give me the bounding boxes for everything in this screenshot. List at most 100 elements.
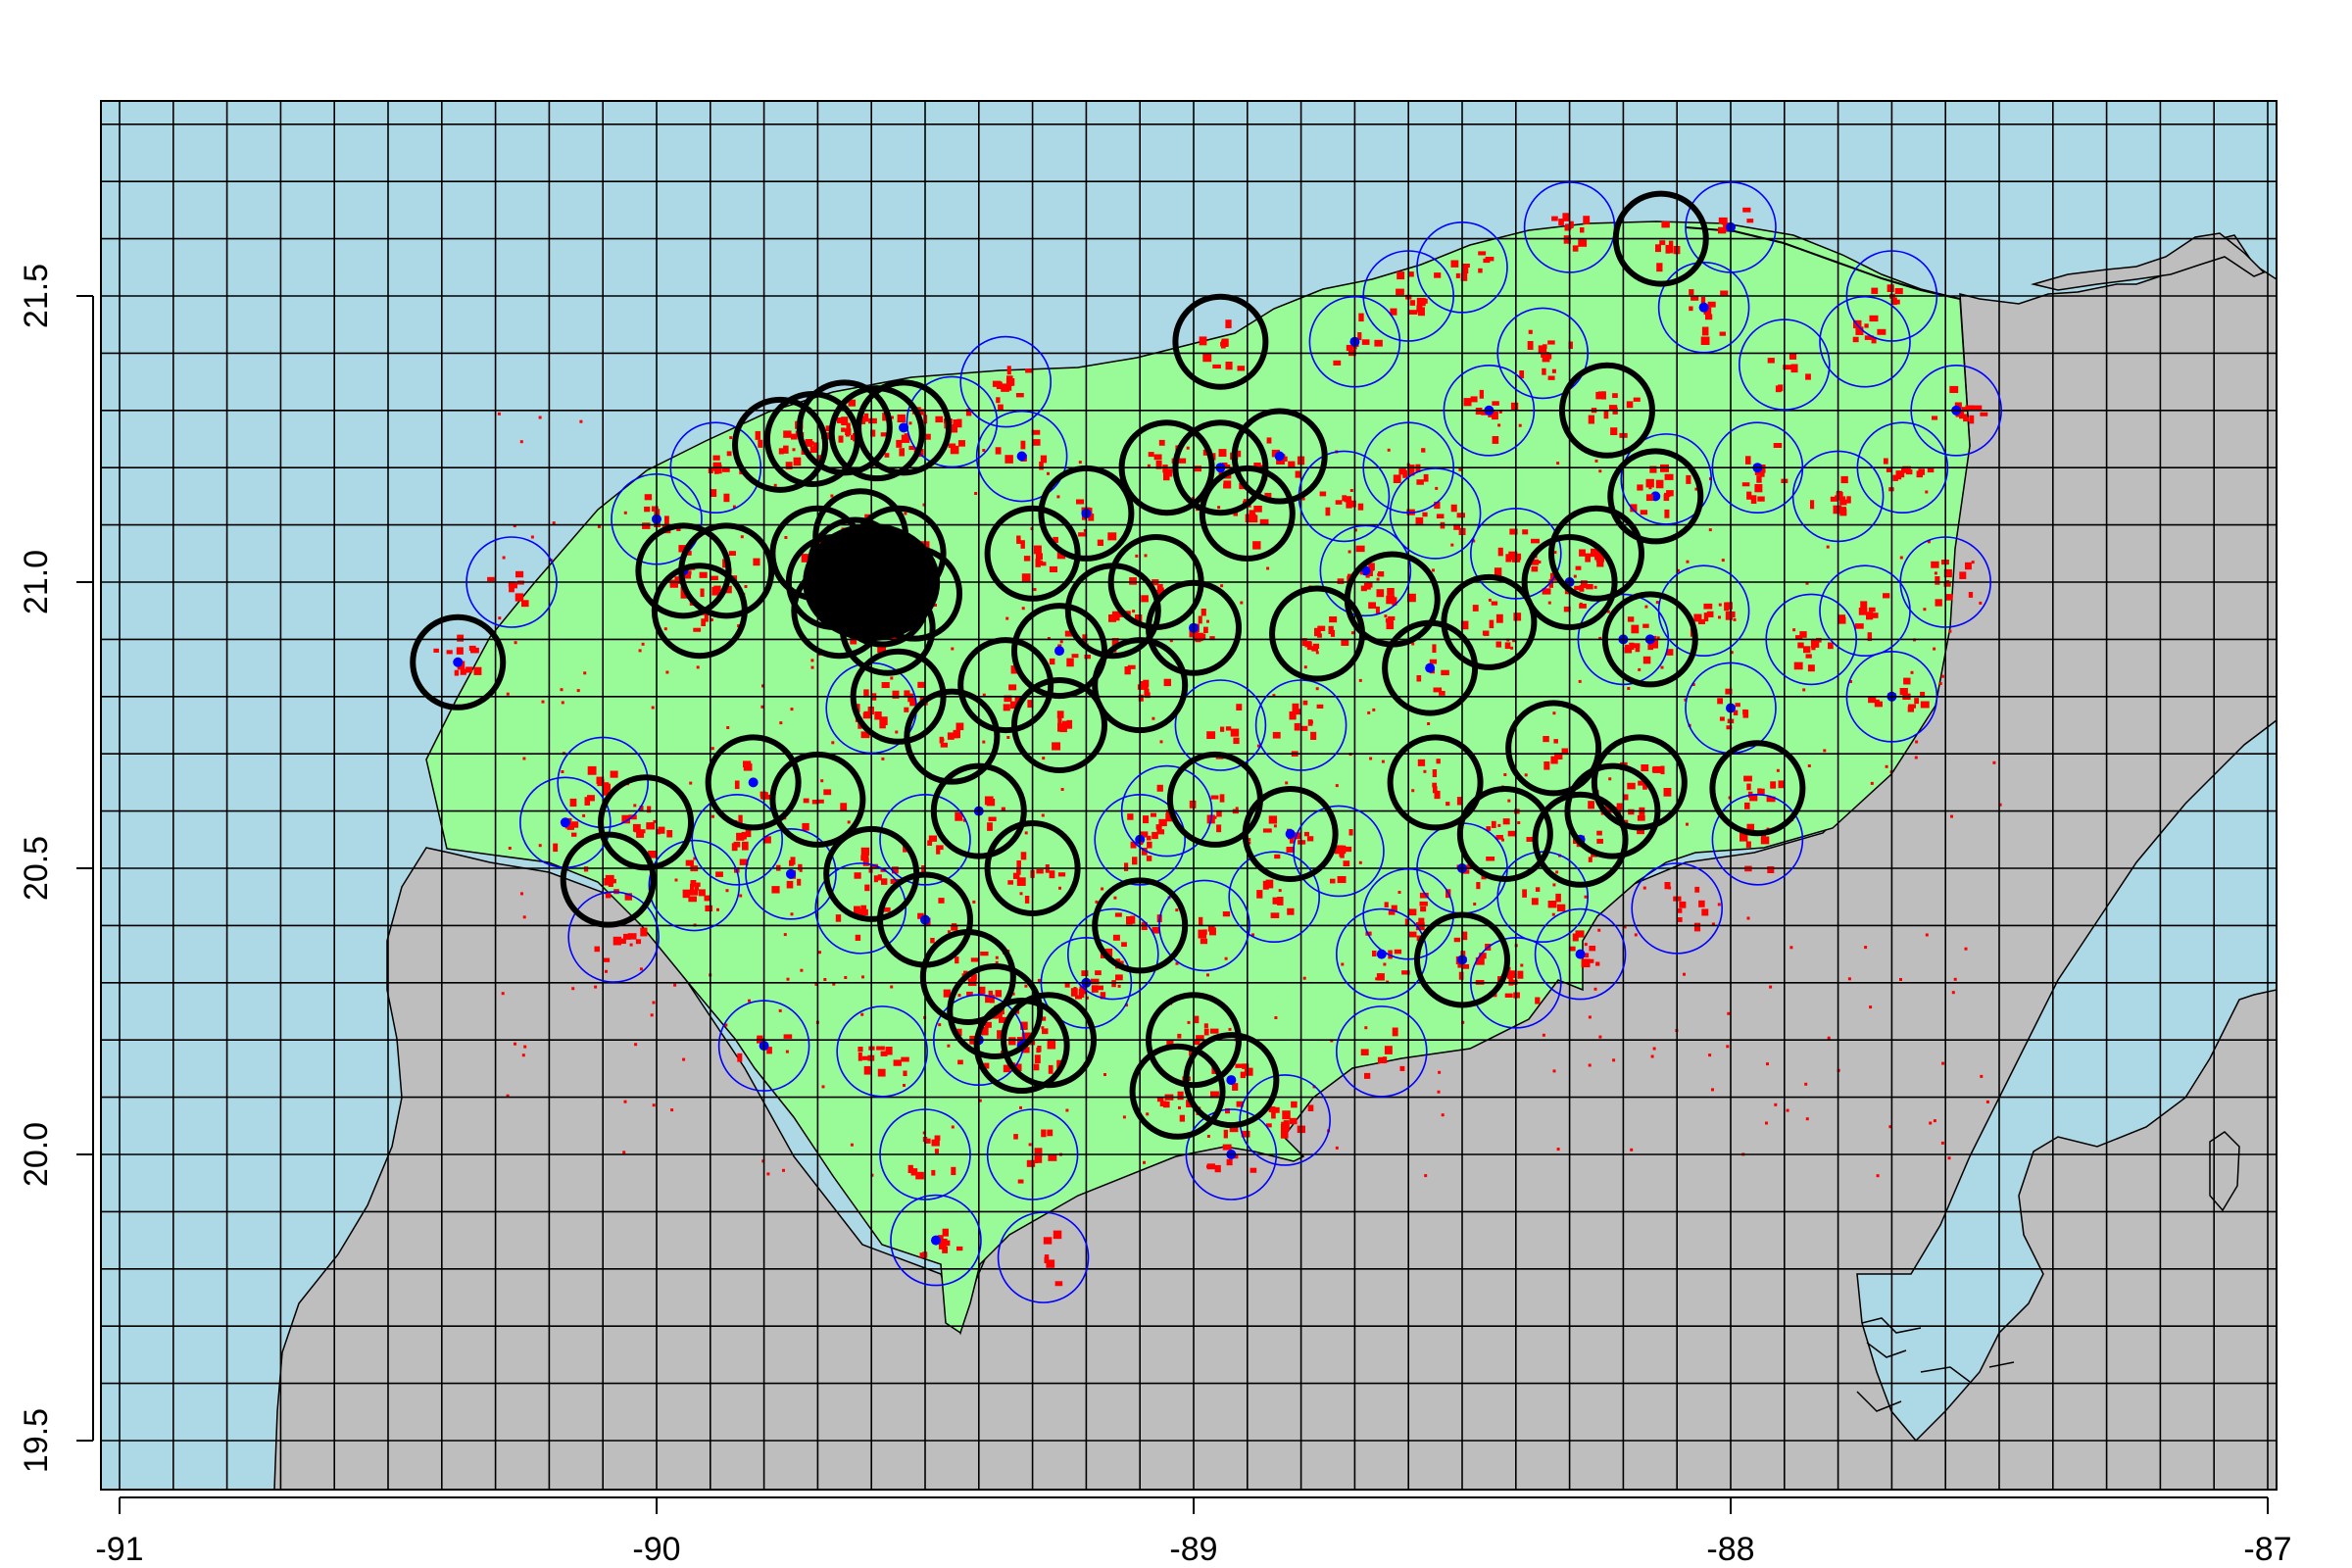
urban-cell (1337, 578, 1345, 584)
urban-cell (1626, 401, 1634, 409)
urban-cell (1209, 927, 1216, 936)
urban-cell (1064, 630, 1074, 637)
urban-cell (623, 511, 627, 514)
urban-cell (1427, 722, 1431, 725)
urban-cell (1644, 605, 1648, 609)
urban-cell (1083, 528, 1087, 532)
urban-cell (1143, 1160, 1146, 1164)
urban-cell (705, 905, 713, 912)
urban-cell (1146, 1112, 1150, 1116)
urban-cell (1053, 1230, 1062, 1240)
urban-cell (1289, 836, 1295, 844)
urban-cell (1041, 1026, 1045, 1030)
urban-cell (1666, 649, 1674, 656)
urban-cell (953, 729, 960, 739)
urban-cell (1455, 272, 1460, 278)
urban-cell (1266, 437, 1272, 444)
y-tick-label: 19.5 (18, 1408, 55, 1473)
urban-cell (647, 806, 652, 813)
urban-cell (1387, 588, 1395, 596)
urban-cell (925, 433, 931, 440)
urban-cell (909, 697, 916, 707)
urban-cell (869, 863, 878, 868)
urban-cell (1216, 809, 1222, 817)
urban-cell (678, 545, 686, 553)
urban-cell (1524, 773, 1528, 777)
urban-cell (1047, 637, 1051, 640)
urban-cell (1883, 593, 1890, 599)
urban-cell (1084, 655, 1091, 660)
urban-cell (1140, 681, 1149, 690)
urban-cell (1593, 987, 1597, 991)
urban-cell (1198, 929, 1207, 939)
urban-cell (1479, 389, 1484, 399)
urban-cell (1049, 870, 1055, 879)
urban-cell (664, 515, 669, 525)
blue-buffer-circle (745, 828, 837, 920)
urban-cell (634, 1043, 638, 1047)
urban-cell (1088, 514, 1095, 521)
urban-cell (982, 449, 986, 452)
urban-cell (513, 582, 517, 589)
urban-cell (1561, 748, 1569, 756)
urban-cell (456, 647, 464, 655)
urban-cell (1759, 788, 1765, 795)
urban-cell (1026, 1159, 1036, 1167)
blue-buffer-circle (1228, 851, 1320, 944)
urban-cell (956, 1028, 962, 1037)
urban-cell (1004, 695, 1012, 703)
urban-cell (1564, 225, 1571, 231)
urban-cell (910, 1168, 918, 1176)
urban-cell (1216, 824, 1222, 833)
black-buffer-circle (957, 637, 1054, 734)
urban-cell (753, 558, 760, 566)
urban-cell (1259, 518, 1269, 525)
urban-cell (1612, 1058, 1616, 1062)
urban-cell (639, 967, 643, 971)
urban-cell (1020, 852, 1027, 860)
urban-cell (597, 524, 601, 528)
urban-cell (1360, 1049, 1369, 1055)
y-tick-label: 20.5 (18, 836, 55, 901)
urban-cell (1518, 423, 1522, 427)
urban-cell (1700, 336, 1710, 346)
urban-cell (1047, 1129, 1054, 1137)
urban-cell (1478, 251, 1487, 256)
urban-cell (1071, 654, 1079, 659)
urban-cell (1388, 950, 1393, 959)
urban-cell (1367, 710, 1371, 714)
blue-buffer-circle (1739, 318, 1831, 411)
urban-cell (1927, 540, 1931, 544)
urban-cell (1630, 504, 1638, 513)
urban-cell (1495, 613, 1503, 623)
urban-cell (877, 1068, 886, 1077)
black-buffer-circle (904, 688, 1001, 785)
urban-cell (1411, 642, 1415, 646)
urban-cell (1266, 1123, 1272, 1128)
merida-dense-cluster (803, 523, 941, 641)
urban-cell (1719, 331, 1726, 336)
urban-cell (1660, 765, 1665, 775)
urban-cell (785, 462, 793, 469)
y-tick-label: 20.0 (18, 1122, 55, 1187)
urban-cell (1944, 594, 1953, 601)
urban-cell (583, 671, 587, 675)
black-buffer-circle (1456, 785, 1553, 882)
urban-cell (1494, 567, 1502, 576)
urban-cell (1140, 831, 1149, 838)
urban-cell (1328, 625, 1334, 634)
urban-cell (1733, 617, 1737, 621)
urban-cell (1274, 1016, 1278, 1019)
urban-cell (701, 618, 707, 627)
urban-cell (1446, 802, 1450, 807)
urban-cell (786, 880, 794, 889)
urban-cell (520, 892, 523, 896)
urban-cell (1901, 466, 1906, 472)
urban-cell (653, 819, 657, 823)
black-buffer-circle (947, 963, 1044, 1059)
urban-cell (931, 1169, 936, 1176)
urban-cell (612, 936, 621, 946)
urban-cell (1292, 709, 1301, 715)
urban-cell (1335, 784, 1339, 788)
urban-cell (1746, 916, 1750, 920)
